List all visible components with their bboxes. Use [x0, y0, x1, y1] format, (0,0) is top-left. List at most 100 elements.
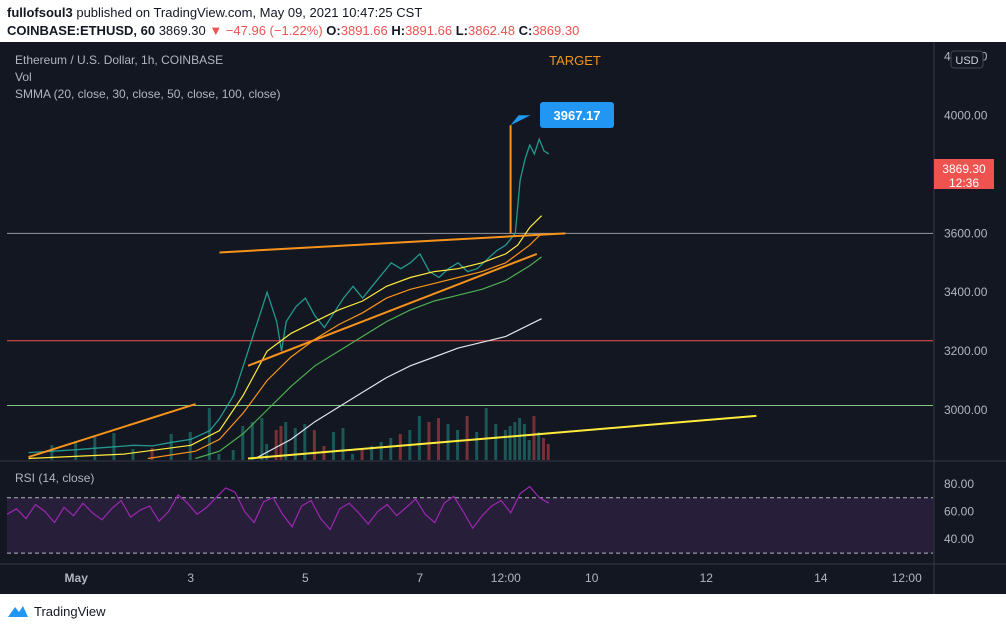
- chart-canvas[interactable]: 3000.003200.003400.003600.004000.004200.…: [0, 42, 1006, 594]
- symbol-label: COINBASE:ETHUSD, 60: [7, 23, 156, 38]
- ohlc-line: COINBASE:ETHUSD, 60 3869.30 ▼ −47.96 (−1…: [7, 23, 579, 38]
- volume-bar: [293, 428, 297, 460]
- time-tick-label: 3: [187, 571, 194, 585]
- published-text: published on TradingView.com, May 09, 20…: [76, 5, 423, 20]
- volume-bar: [188, 432, 192, 460]
- volume-bar: [427, 422, 431, 460]
- time-tick-label: 12:00: [892, 571, 922, 585]
- volume-bar: [50, 445, 54, 460]
- low-label: L:: [455, 23, 468, 38]
- volume-bar: [465, 416, 469, 460]
- volume-bar: [360, 450, 364, 460]
- volume-bar: [217, 454, 221, 460]
- volume-bar: [351, 454, 355, 460]
- rsi-tick-label: 60.00: [944, 505, 974, 519]
- price-tick-label: 3600.00: [944, 226, 988, 240]
- publish-line: fullofsoul3 published on TradingView.com…: [7, 5, 422, 20]
- volume-bar: [370, 446, 374, 460]
- volume-bar: [494, 424, 498, 460]
- smma-legend[interactable]: SMMA (20, close, 30, close, 50, close, 1…: [15, 87, 281, 101]
- volume-bar: [513, 422, 517, 460]
- countdown-text: 12:36: [949, 176, 979, 190]
- volume-bar: [341, 428, 345, 460]
- rsi-legend[interactable]: RSI (14, close): [15, 471, 95, 485]
- smma100-line[interactable]: [254, 318, 542, 460]
- volume-bar: [379, 442, 383, 460]
- open-label: O:: [326, 23, 341, 38]
- volume-bar: [241, 426, 245, 460]
- volume-bar: [389, 438, 393, 460]
- rsi-line[interactable]: [6, 485, 550, 531]
- publisher-name[interactable]: fullofsoul3: [7, 5, 73, 20]
- volume-bar: [169, 434, 173, 460]
- smma20-line[interactable]: [28, 215, 543, 460]
- volume-bar: [518, 418, 522, 460]
- volume-bar: [284, 422, 288, 460]
- high-value: 3891.66: [405, 23, 453, 38]
- volume-bar: [541, 438, 545, 460]
- volume-bar: [475, 432, 479, 460]
- volume-bar: [250, 422, 254, 460]
- price-line[interactable]: [28, 137, 550, 454]
- time-tick-label: 5: [302, 571, 309, 585]
- volume-bar: [484, 408, 488, 460]
- chart-title-legend[interactable]: Ethereum / U.S. Dollar, 1h, COINBASE: [15, 53, 224, 67]
- volume-bar: [508, 426, 512, 460]
- price-tick-label: 3400.00: [944, 285, 988, 299]
- volume-bar: [331, 432, 335, 460]
- rsi-tick-label: 40.00: [944, 532, 974, 546]
- close-label: C:: [518, 23, 533, 38]
- time-tick-label: 7: [417, 571, 424, 585]
- time-tick-label: 12: [700, 571, 714, 585]
- chart-header: fullofsoul3 published on TradingView.com…: [0, 0, 1006, 42]
- current-price-text: 3869.30: [942, 162, 986, 176]
- smma30-line[interactable]: [147, 232, 543, 460]
- volume-bar: [532, 416, 536, 460]
- close-value: 3869.30: [532, 23, 580, 38]
- high-label: H:: [391, 23, 406, 38]
- price-tick-label: 3200.00: [944, 344, 988, 358]
- support-trend-line[interactable]: [247, 414, 757, 460]
- volume-bar: [436, 418, 440, 460]
- time-tick-label: May: [65, 571, 89, 585]
- volume-bar: [303, 424, 307, 460]
- volume-bar: [231, 450, 235, 460]
- old-channel-line[interactable]: [28, 403, 196, 459]
- volume-bar: [279, 426, 283, 460]
- volume-bar: [503, 430, 507, 460]
- volume-bar: [312, 430, 316, 460]
- target-value: 3967.17: [554, 108, 601, 123]
- price-change: ▼ −47.96 (−1.22%): [209, 23, 323, 38]
- volume-bar: [417, 416, 421, 460]
- low-value: 3862.48: [467, 23, 515, 38]
- time-tick-label: 14: [814, 571, 828, 585]
- current-price-tag: [934, 159, 994, 189]
- tradingview-logo-icon: [8, 606, 28, 617]
- last-price: 3869.30: [158, 23, 206, 38]
- volume-legend[interactable]: Vol: [15, 70, 32, 84]
- currency-button[interactable]: [950, 50, 984, 69]
- volume-bar: [260, 418, 264, 460]
- time-tick-label: 12:00: [491, 571, 521, 585]
- smma50-line[interactable]: [195, 256, 542, 460]
- rsi-band-fill: [7, 497, 933, 554]
- main-pane[interactable]: [7, 42, 933, 460]
- volume-bar: [527, 440, 531, 460]
- lower-wedge-line[interactable]: [247, 253, 538, 367]
- price-tick-label: 4000.00: [944, 109, 988, 123]
- volume-bar: [207, 408, 211, 460]
- volume-bar: [398, 434, 402, 460]
- footer: TradingView: [0, 594, 1006, 629]
- open-value: 3891.66: [340, 23, 388, 38]
- price-tick-label: 3000.00: [944, 403, 988, 417]
- target-callout[interactable]: 3967.17: [510, 102, 614, 128]
- volume-bar: [546, 444, 550, 460]
- volume-bar: [537, 432, 541, 460]
- volume-bar: [456, 430, 460, 460]
- upper-wedge-line[interactable]: [219, 232, 566, 254]
- footer-brand[interactable]: TradingView: [34, 604, 106, 619]
- rsi-tick-label: 80.00: [944, 477, 974, 491]
- target-label: TARGET: [549, 53, 601, 68]
- chart-area[interactable]: 3000.003200.003400.003600.004000.004200.…: [0, 42, 1006, 594]
- volume-bar: [274, 430, 278, 460]
